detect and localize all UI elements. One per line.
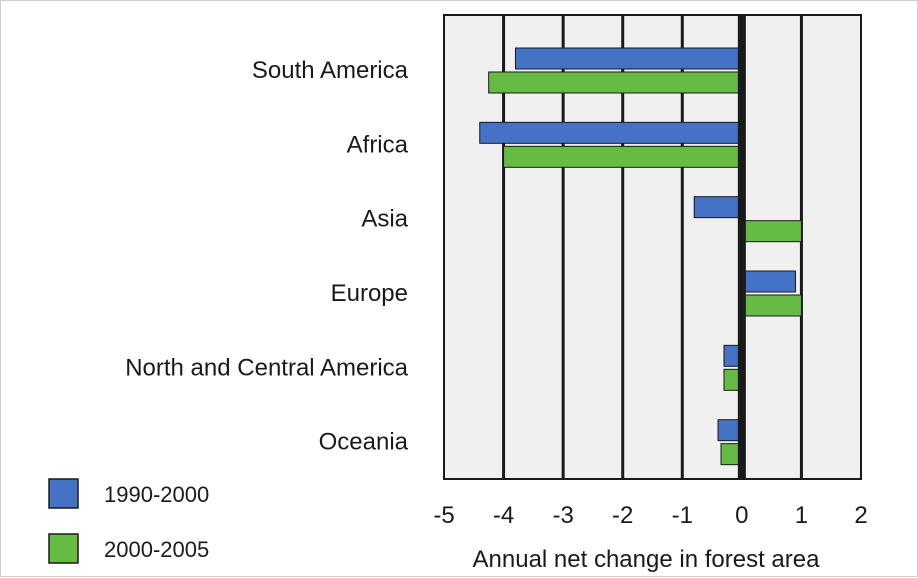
category-label: Oceania (319, 429, 409, 456)
bar-2000-2005-south-america (488, 71, 743, 94)
category-label: Europe (331, 280, 408, 307)
x-tick-label: -1 (672, 502, 693, 529)
legend-swatch (48, 478, 79, 509)
legend-label: 1990-2000 (104, 482, 209, 507)
bar-1990-2000-asia (693, 196, 743, 219)
legend-label: 2000-2005 (104, 537, 209, 562)
x-tick-label: -4 (493, 502, 514, 529)
category-label: Africa (347, 131, 409, 158)
legend-swatch (48, 533, 79, 564)
x-tick-label: 0 (735, 502, 748, 529)
x-tick-label: -5 (433, 502, 454, 529)
x-tick-label: 1 (795, 502, 808, 529)
bar-2000-2005-asia (741, 220, 802, 243)
zero-axis-line (737, 15, 746, 479)
category-label: Asia (361, 206, 408, 233)
bar-2000-2005-europe (741, 294, 802, 317)
bar-1990-2000-south-america (514, 47, 743, 70)
category-label: North and Central America (125, 354, 408, 381)
x-axis-title: Annual net change in forest area (473, 546, 821, 573)
x-tick-label: -3 (552, 502, 573, 529)
x-tick-label: -2 (612, 502, 633, 529)
category-label: South America (252, 57, 409, 84)
x-tick-label: 2 (854, 502, 867, 529)
bar-2000-2005-africa (503, 145, 743, 168)
bar-1990-2000-europe (741, 270, 796, 293)
bar-1990-2000-africa (479, 121, 743, 144)
